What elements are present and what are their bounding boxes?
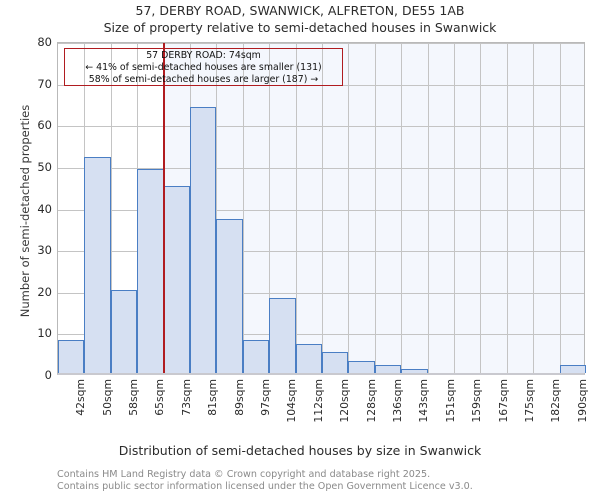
gridline-vertical — [401, 43, 403, 373]
y-axis-title-wrap: Number of semi-detached properties — [0, 42, 52, 375]
bar — [137, 169, 164, 373]
gridline-vertical — [216, 43, 218, 373]
annotation-line-2: ← 41% of semi-detached houses are smalle… — [85, 61, 322, 73]
x-tick-label: 50sqm — [100, 379, 114, 416]
x-tick-label: 167sqm — [496, 379, 510, 423]
x-tick-label: 190sqm — [575, 379, 589, 423]
x-tick-label: 42sqm — [74, 379, 88, 416]
gridline-vertical — [374, 43, 376, 373]
x-tick-label: 65sqm — [153, 379, 167, 416]
gridline-vertical — [110, 43, 112, 373]
gridline-vertical — [348, 43, 350, 373]
bar — [190, 106, 217, 373]
bar — [58, 339, 85, 373]
bar — [401, 368, 428, 373]
gridline-vertical — [269, 43, 271, 373]
x-tick-label: 89sqm — [232, 379, 246, 416]
gridline-horizontal — [58, 126, 584, 128]
x-tick-label: 73sqm — [179, 379, 193, 416]
x-tick-label: 128sqm — [364, 379, 378, 423]
x-tick-label: 151sqm — [443, 379, 457, 423]
x-tick-label: 58sqm — [127, 379, 140, 416]
footer-attribution: Contains HM Land Registry data © Crown c… — [57, 469, 597, 492]
annotation-line-1: 57 DERBY ROAD: 74sqm — [146, 49, 261, 61]
y-tick-label: 20 — [37, 284, 52, 299]
x-tick-label: 120sqm — [338, 379, 352, 423]
bar — [269, 298, 296, 373]
bar — [295, 343, 322, 373]
gridline-horizontal — [58, 167, 584, 169]
annotation-line-3: 58% of semi-detached houses are larger (… — [88, 73, 319, 85]
gridline-vertical — [322, 43, 323, 373]
bar — [110, 289, 138, 373]
gridline-vertical — [242, 43, 244, 373]
bar — [242, 339, 270, 373]
y-tick-label: 30 — [37, 243, 52, 258]
footer-line-2: Contains public sector information licen… — [57, 480, 473, 492]
x-tick-label: 159sqm — [470, 379, 484, 423]
x-tick-label: 175sqm — [523, 379, 536, 423]
bar — [163, 185, 190, 373]
gridline-vertical — [295, 43, 297, 373]
y-tick-label: 80 — [37, 35, 52, 49]
x-tick-label: 182sqm — [549, 379, 563, 423]
x-axis-ticks: 42sqm 50sqm 58sqm 65sqm 73sqm 81sqm 89sqm 97sqm… — [57, 379, 589, 437]
x-tick-label: 112sqm — [311, 379, 325, 423]
x-tick-label: 97sqm — [259, 379, 272, 416]
plot-area — [57, 42, 586, 375]
y-tick-label: 50 — [37, 159, 52, 174]
gridline-vertical — [480, 43, 482, 373]
page-subtitle: Size of property relative to semi-detach… — [103, 20, 497, 35]
x-tick-label: 136sqm — [391, 379, 404, 423]
y-tick-label: 10 — [37, 326, 52, 341]
y-tick-label: 60 — [37, 118, 52, 133]
gridline-horizontal — [58, 43, 584, 44]
x-tick-label: 81sqm — [206, 379, 220, 416]
y-tick-label: 40 — [37, 201, 52, 216]
bar — [374, 364, 402, 373]
x-axis-title: Distribution of semi-detached houses by … — [118, 443, 482, 458]
bar — [322, 352, 349, 373]
gridline-horizontal — [58, 292, 584, 294]
y-axis-ticks: 0 10 20 30 40 50 60 70 80 — [0, 35, 52, 382]
bar — [348, 360, 375, 373]
page-title: 57, DERBY ROAD, SWANWICK, ALFRETON, DE55… — [135, 3, 465, 18]
gridline-horizontal — [58, 251, 584, 253]
bar — [559, 364, 586, 373]
gridline-vertical — [427, 43, 429, 373]
property-marker-line — [162, 43, 165, 373]
gridline-vertical — [533, 43, 535, 373]
y-tick-label: 0 — [44, 368, 52, 382]
gridline-horizontal — [58, 334, 584, 336]
property-annotation-box: 57 DERBY ROAD: 74sqm ← 41% of semi-detac… — [64, 48, 343, 86]
bar — [216, 219, 243, 373]
gridline-vertical — [559, 43, 561, 373]
x-tick-label: 143sqm — [417, 379, 431, 423]
y-axis-title: Number of semi-detached properties — [18, 104, 32, 318]
gridline-vertical — [454, 43, 455, 373]
bar — [84, 156, 111, 373]
gridline-vertical — [506, 43, 508, 373]
footer-line-1: Contains HM Land Registry data © Crown c… — [57, 469, 431, 480]
gridline-horizontal — [58, 209, 584, 211]
y-tick-label: 70 — [37, 76, 52, 91]
x-tick-label: 104sqm — [285, 379, 299, 423]
